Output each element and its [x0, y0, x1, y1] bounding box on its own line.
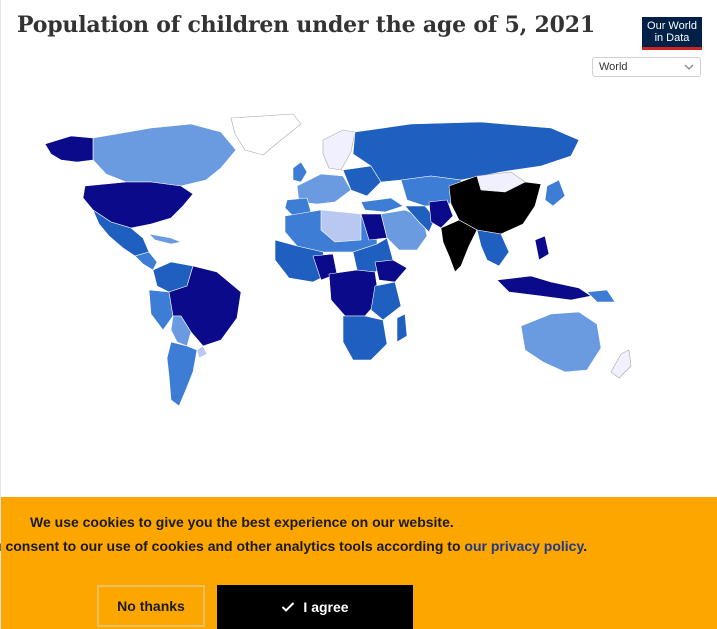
agree-label: I agree	[303, 599, 349, 615]
agree-button[interactable]: I agree	[217, 585, 413, 629]
cookie-banner: We use cookies to give you the best expe…	[0, 497, 717, 629]
logo-line1: Our World	[647, 20, 697, 32]
map-alaska	[44, 135, 94, 163]
map-russia	[352, 121, 580, 183]
map-uruguay	[196, 345, 208, 359]
map-sahara	[320, 209, 362, 243]
no-thanks-button[interactable]: No thanks	[97, 585, 205, 627]
cookie-message: We use cookies to give you the best expe…	[30, 514, 454, 530]
map-turkey	[360, 197, 404, 213]
map-madagascar	[396, 313, 408, 343]
cookie-consent-text: u consent to our use of cookies and othe…	[0, 538, 717, 554]
map-caribbean	[148, 233, 182, 245]
cookie-consent-suffix: .	[583, 538, 588, 554]
map-japan	[544, 179, 566, 207]
map-central-america	[134, 251, 158, 271]
map-png	[586, 289, 616, 303]
map-east-europe	[342, 165, 382, 197]
logo-line2: in Data	[654, 32, 690, 44]
map-scandinavia	[322, 129, 356, 171]
map-peru	[148, 289, 174, 331]
map-east-africa	[370, 281, 402, 321]
map-australia	[520, 311, 602, 373]
owid-logo[interactable]: Our World in Data	[642, 17, 702, 50]
map-pakistan	[428, 199, 454, 229]
chart-title: Population of children under the age of …	[17, 12, 595, 38]
region-select-value: World	[599, 61, 628, 73]
map-philippines	[534, 235, 550, 261]
region-select[interactable]: World	[592, 57, 701, 77]
world-map[interactable]	[31, 110, 671, 420]
cookie-consent-prefix: u consent to our use of cookies and othe…	[0, 538, 461, 554]
check-icon	[282, 602, 295, 612]
map-argentina	[166, 341, 198, 407]
map-indonesia	[496, 275, 592, 301]
map-greenland	[230, 113, 302, 156]
map-ethiopia	[374, 259, 408, 283]
chevron-down-icon	[684, 64, 694, 70]
map-se-asia	[476, 229, 510, 267]
map-india	[440, 219, 478, 273]
map-canada	[92, 123, 237, 187]
map-uk	[292, 161, 308, 183]
map-iran	[404, 205, 436, 233]
map-new-zealand	[610, 349, 632, 379]
privacy-policy-link[interactable]: our privacy policy	[464, 538, 584, 554]
map-southern-africa	[342, 315, 388, 361]
map-middle-east	[380, 209, 428, 251]
